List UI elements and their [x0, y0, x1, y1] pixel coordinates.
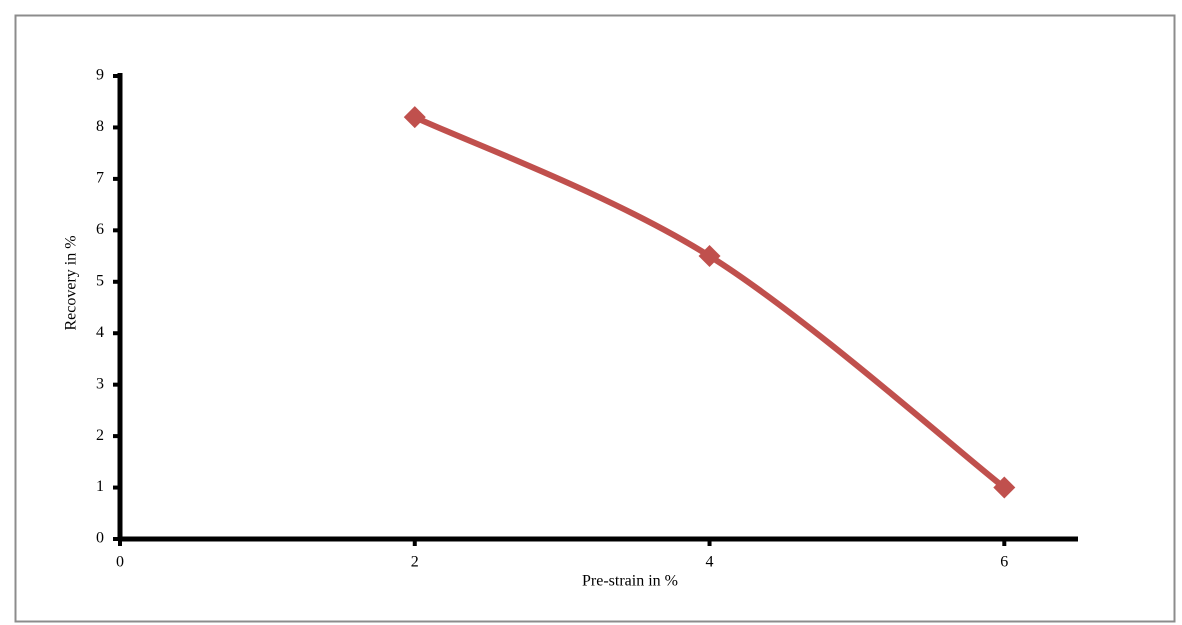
- x-tick-label: 6: [1000, 554, 1008, 571]
- y-tick-label: 7: [96, 170, 104, 187]
- chart-frame: [14, 14, 1176, 623]
- data-point: [698, 245, 721, 268]
- y-tick-label: 6: [96, 221, 104, 238]
- y-axis-label: Recovery in %: [63, 235, 80, 330]
- y-tick-label: 9: [96, 67, 104, 84]
- y-tick-label: 2: [96, 427, 104, 444]
- y-tick-label: 8: [96, 118, 104, 135]
- x-tick-label: 2: [411, 554, 419, 571]
- data-point: [993, 476, 1016, 499]
- y-tick-label: 3: [96, 375, 104, 392]
- x-tick-label: 0: [116, 554, 124, 571]
- x-tick-label: 4: [706, 554, 714, 571]
- x-axis-label: Pre-strain in %: [582, 573, 678, 590]
- y-tick-label: 0: [96, 530, 104, 547]
- y-tick-label: 4: [96, 324, 104, 341]
- y-tick-label: 5: [96, 272, 104, 289]
- data-point: [403, 106, 426, 129]
- y-tick-label: 1: [96, 478, 104, 495]
